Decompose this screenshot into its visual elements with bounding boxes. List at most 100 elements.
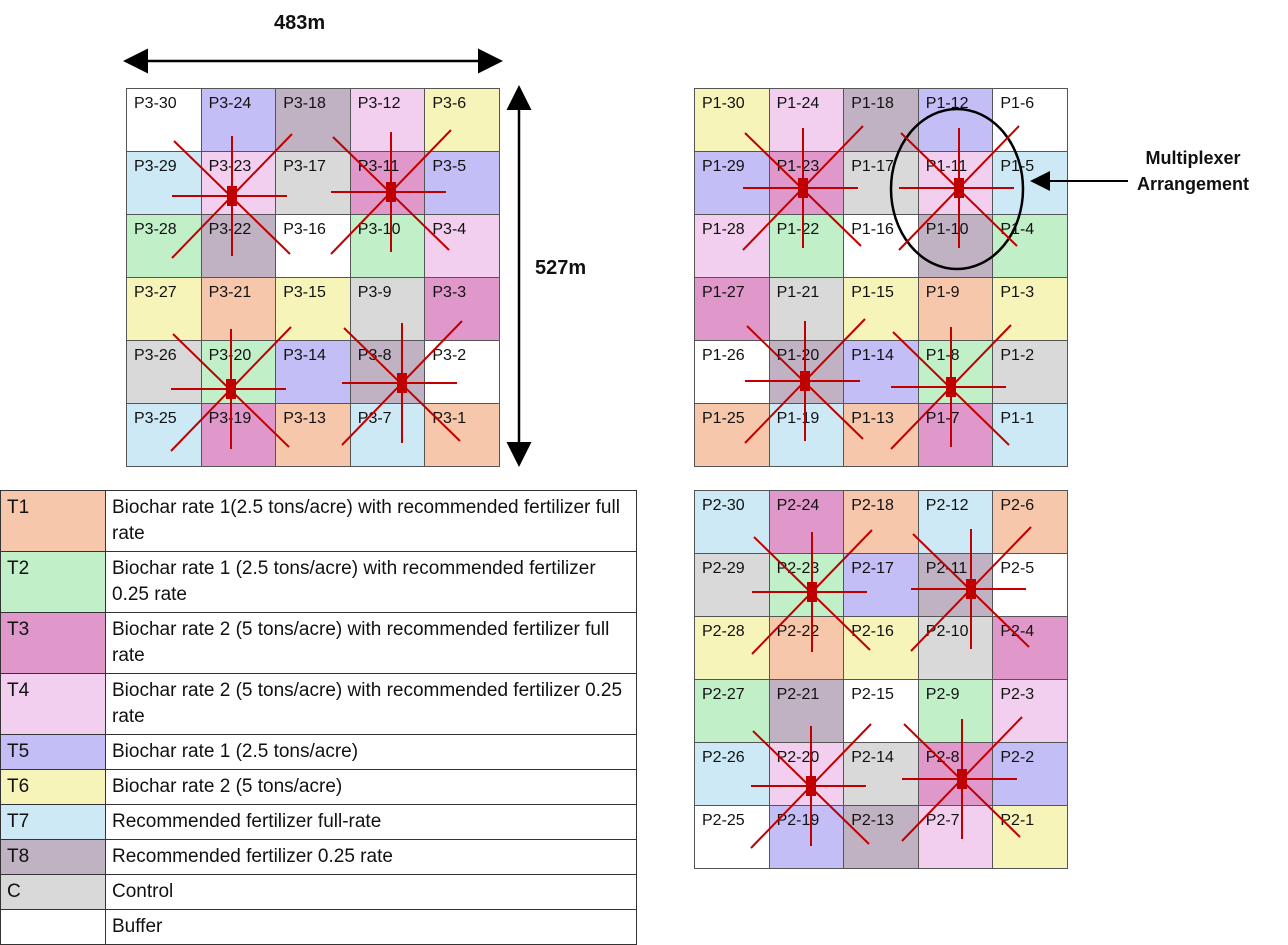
legend-code: T5 bbox=[0, 734, 106, 770]
plot-cell-p3-13: P3-13 bbox=[276, 404, 351, 467]
legend-description: Recommended fertilizer full-rate bbox=[105, 804, 637, 840]
plot-cell-p3-10: P3-10 bbox=[350, 215, 426, 278]
legend-code: T2 bbox=[0, 551, 106, 613]
plot-cell-p1-5: P1-5 bbox=[993, 152, 1068, 215]
plot-cell-p2-13: P2-13 bbox=[844, 806, 919, 869]
plot-cell-p2-30: P2-30 bbox=[695, 491, 770, 554]
plot-cell-p2-22: P2-22 bbox=[769, 617, 845, 680]
plot-cell-p3-17: P3-17 bbox=[276, 152, 351, 215]
plot-cell-p3-27: P3-27 bbox=[127, 278, 202, 341]
plot-cell-p1-20: P1-20 bbox=[769, 341, 845, 404]
plot-cell-p2-7: P2-7 bbox=[918, 806, 994, 869]
legend-row: C Control bbox=[0, 874, 637, 910]
plot-cell-p3-25: P3-25 bbox=[127, 404, 202, 467]
plot-cell-p2-11: P2-11 bbox=[918, 554, 994, 617]
legend-row: T8 Recommended fertilizer 0.25 rate bbox=[0, 839, 637, 875]
plot-cell-p1-8: P1-8 bbox=[918, 341, 994, 404]
plot-cell-p1-13: P1-13 bbox=[844, 404, 919, 467]
plot-cell-p3-11: P3-11 bbox=[350, 152, 426, 215]
plot-cell-p3-23: P3-23 bbox=[201, 152, 277, 215]
plot-cell-p2-5: P2-5 bbox=[993, 554, 1068, 617]
legend-description: Buffer bbox=[105, 909, 637, 945]
legend-description: Recommended fertilizer 0.25 rate bbox=[105, 839, 637, 875]
plot-cell-p3-4: P3-4 bbox=[425, 215, 500, 278]
plot-cell-p1-7: P1-7 bbox=[918, 404, 994, 467]
plot-cell-p2-29: P2-29 bbox=[695, 554, 770, 617]
legend-description: Biochar rate 1(2.5 tons/acre) with recom… bbox=[105, 490, 637, 552]
plot-cell-p1-21: P1-21 bbox=[769, 278, 845, 341]
multiplexer-label: Multiplexer Arrangement bbox=[1136, 148, 1250, 194]
plot-cell-p2-16: P2-16 bbox=[844, 617, 919, 680]
height-dimension-label: 527m bbox=[535, 257, 587, 279]
plot-cell-p1-17: P1-17 bbox=[844, 152, 919, 215]
plot-cell-p1-24: P1-24 bbox=[769, 89, 845, 152]
plot-cell-p3-14: P3-14 bbox=[276, 341, 351, 404]
plot-cell-p2-3: P2-3 bbox=[993, 680, 1068, 743]
plot-cell-p1-28: P1-28 bbox=[695, 215, 770, 278]
width-dimension-label: 483m bbox=[274, 12, 326, 34]
plot-cell-p1-27: P1-27 bbox=[695, 278, 770, 341]
legend-row: T1 Biochar rate 1(2.5 tons/acre) with rec… bbox=[0, 490, 637, 552]
plot-cell-p2-28: P2-28 bbox=[695, 617, 770, 680]
plot-cell-p1-10: P1-10 bbox=[918, 215, 994, 278]
plot-cell-p3-20: P3-20 bbox=[201, 341, 277, 404]
legend-code: T1 bbox=[0, 490, 106, 552]
legend-row: T4 Biochar rate 2 (5 tons/acre) with reco… bbox=[0, 673, 637, 735]
plot-cell-p1-11: P1-11 bbox=[918, 152, 994, 215]
legend-row: T6 Biochar rate 2 (5 tons/acre) bbox=[0, 769, 637, 805]
plot-p1-grid: P1-30 P1-24 P1-18 P1-12 P1-6 P1-29 P1-23 P1-17 P… bbox=[694, 88, 1068, 467]
plot-cell-p3-7: P3-7 bbox=[350, 404, 426, 467]
plot-cell-p2-1: P2-1 bbox=[993, 806, 1068, 869]
plot-cell-p2-17: P2-17 bbox=[844, 554, 919, 617]
legend-row: T2 Biochar rate 1 (2.5 tons/acre) with re… bbox=[0, 551, 637, 613]
plot-cell-p2-27: P2-27 bbox=[695, 680, 770, 743]
plot-cell-p1-22: P1-22 bbox=[769, 215, 845, 278]
plot-cell-p3-8: P3-8 bbox=[350, 341, 426, 404]
legend-row: T7 Recommended fertilizer full-rate bbox=[0, 804, 637, 840]
plot-p2-grid: P2-30 P2-24 P2-18 P2-12 P2-6 P2-29 P2-23 P2-17 P… bbox=[694, 490, 1068, 869]
plot-p3-grid: P3-30 P3-24 P3-18 P3-12 P3-6 P3-29 P3-23 P3-17 P… bbox=[126, 88, 500, 467]
plot-cell-p1-1: P1-1 bbox=[993, 404, 1068, 467]
plot-cell-p1-23: P1-23 bbox=[769, 152, 845, 215]
plot-cell-p2-2: P2-2 bbox=[993, 743, 1068, 806]
plot-cell-p2-26: P2-26 bbox=[695, 743, 770, 806]
legend-code: T6 bbox=[0, 769, 106, 805]
plot-cell-p2-24: P2-24 bbox=[769, 491, 845, 554]
legend-code bbox=[0, 909, 106, 945]
legend-description: Biochar rate 2 (5 tons/acre) bbox=[105, 769, 637, 805]
plot-cell-p2-15: P2-15 bbox=[844, 680, 919, 743]
plot-cell-p1-12: P1-12 bbox=[918, 89, 994, 152]
plot-cell-p3-26: P3-26 bbox=[127, 341, 202, 404]
legend-description: Biochar rate 1 (2.5 tons/acre) bbox=[105, 734, 637, 770]
plot-cell-p3-18: P3-18 bbox=[276, 89, 351, 152]
legend-description: Biochar rate 1 (2.5 tons/acre) with reco… bbox=[105, 551, 637, 613]
plot-cell-p3-19: P3-19 bbox=[201, 404, 277, 467]
plot-cell-p1-6: P1-6 bbox=[993, 89, 1068, 152]
plot-cell-p3-6: P3-6 bbox=[425, 89, 500, 152]
plot-cell-p1-25: P1-25 bbox=[695, 404, 770, 467]
plot-cell-p3-3: P3-3 bbox=[425, 278, 500, 341]
plot-cell-p3-12: P3-12 bbox=[350, 89, 426, 152]
plot-cell-p2-12: P2-12 bbox=[918, 491, 994, 554]
plot-cell-p3-22: P3-22 bbox=[201, 215, 277, 278]
plot-cell-p3-29: P3-29 bbox=[127, 152, 202, 215]
legend-row: T3 Biochar rate 2 (5 tons/acre) with reco… bbox=[0, 612, 637, 674]
legend-row: T5 Biochar rate 1 (2.5 tons/acre) bbox=[0, 734, 637, 770]
legend-code: T3 bbox=[0, 612, 106, 674]
plot-cell-p1-2: P1-2 bbox=[993, 341, 1068, 404]
plot-cell-p2-23: P2-23 bbox=[769, 554, 845, 617]
legend-description: Biochar rate 2 (5 tons/acre) with recomm… bbox=[105, 612, 637, 674]
plot-cell-p1-26: P1-26 bbox=[695, 341, 770, 404]
plot-cell-p3-24: P3-24 bbox=[201, 89, 277, 152]
plot-cell-p2-8: P2-8 bbox=[918, 743, 994, 806]
plot-cell-p1-30: P1-30 bbox=[695, 89, 770, 152]
plot-cell-p1-14: P1-14 bbox=[844, 341, 919, 404]
plot-cell-p2-9: P2-9 bbox=[918, 680, 994, 743]
legend-code: C bbox=[0, 874, 106, 910]
plot-cell-p1-15: P1-15 bbox=[844, 278, 919, 341]
plot-cell-p1-4: P1-4 bbox=[993, 215, 1068, 278]
plot-cell-p2-25: P2-25 bbox=[695, 806, 770, 869]
plot-cell-p2-4: P2-4 bbox=[993, 617, 1068, 680]
plot-cell-p3-1: P3-1 bbox=[425, 404, 500, 467]
plot-cell-p3-30: P3-30 bbox=[127, 89, 202, 152]
